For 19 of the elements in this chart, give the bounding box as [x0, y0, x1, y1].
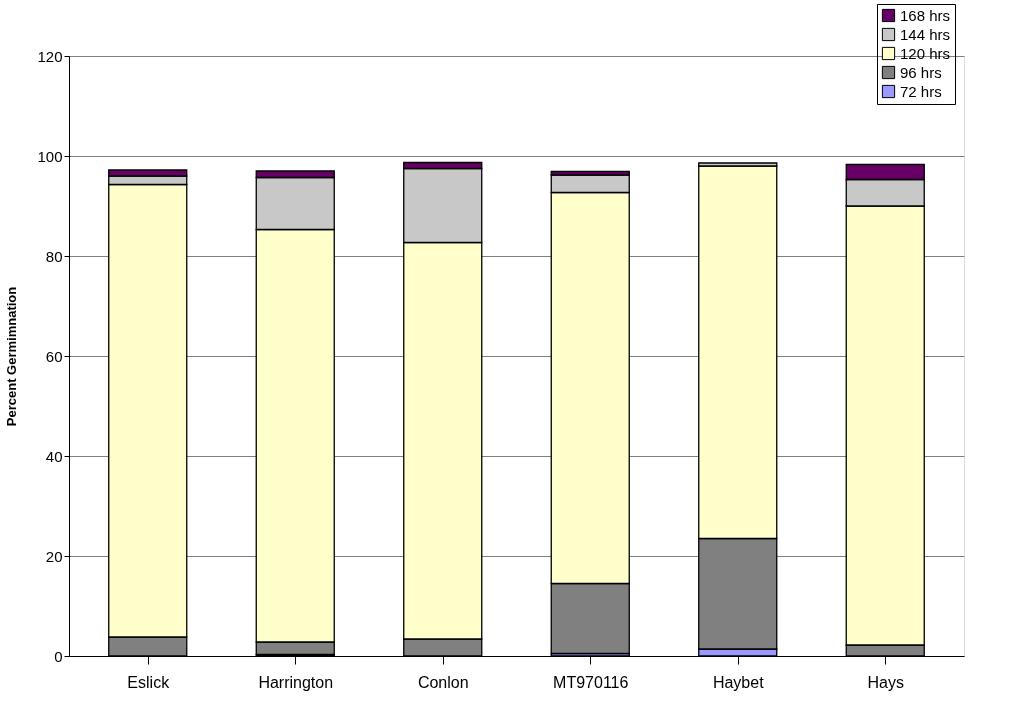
x-tick-label: Conlon — [417, 673, 469, 691]
y-tick-label: 80 — [45, 247, 63, 265]
legend-label: 96 hrs — [900, 63, 942, 81]
x-tick-label: Hays — [867, 673, 904, 691]
x-tick-label: Harrington — [258, 673, 334, 691]
y-axis-title: Percent Germimnation — [4, 286, 20, 427]
legend-label: 168 hrs — [900, 6, 951, 24]
x-tick-label: Eslick — [127, 673, 171, 691]
legend-label: 120 hrs — [900, 44, 951, 62]
x-tick-label: Haybet — [712, 673, 765, 691]
y-tick-label: 40 — [45, 447, 63, 465]
x-tick-label: MT970116 — [553, 673, 629, 691]
legend-label: 144 hrs — [900, 25, 951, 43]
y-tick-label: 120 — [37, 47, 63, 65]
legend-label: 72 hrs — [900, 82, 942, 100]
y-tick-label: 60 — [45, 347, 63, 365]
y-tick-label: 100 — [37, 147, 63, 165]
y-tick-label: 0 — [54, 647, 63, 665]
y-tick-label: 20 — [45, 547, 63, 565]
